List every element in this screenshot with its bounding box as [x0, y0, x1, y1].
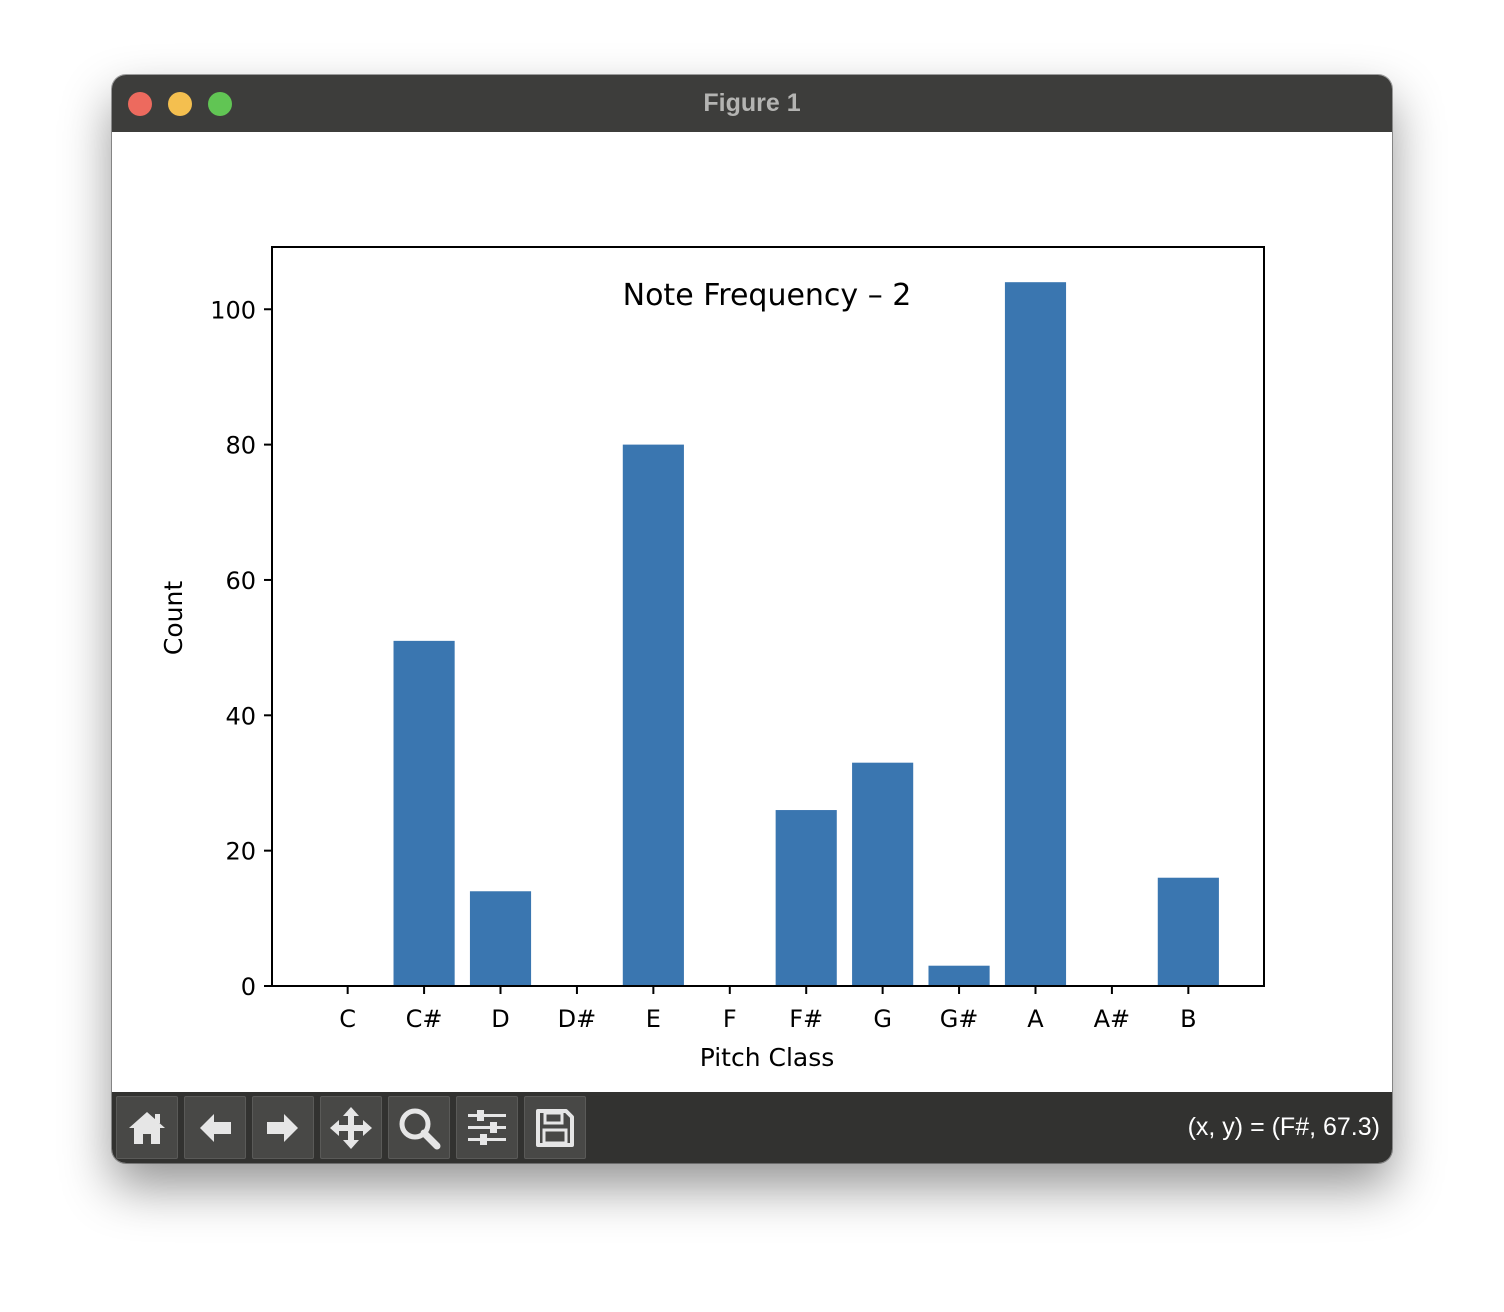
save-button[interactable]: [524, 1096, 586, 1159]
x-tick-label-g-sharp: G#: [940, 1005, 979, 1033]
floppy-disk-icon: [536, 1108, 574, 1147]
zoom-button[interactable]: [388, 1096, 450, 1159]
y-axis-label: Count: [159, 581, 188, 655]
title-bar: Figure 1: [112, 75, 1392, 133]
back-button[interactable]: [184, 1096, 246, 1159]
x-tick-label-b: B: [1180, 1005, 1196, 1033]
configure-subplots-button[interactable]: [456, 1096, 518, 1159]
sliders-icon: [468, 1109, 506, 1145]
x-tick-label-f-sharp: F#: [789, 1005, 823, 1033]
figure-canvas[interactable]: Note Frequency – 2 C C# D D# E F F# G G# A A# B 0 20…: [112, 132, 1392, 1092]
x-tick-label-a-sharp: A#: [1094, 1005, 1131, 1033]
arrow-right-icon: [267, 1113, 298, 1142]
chart-title: Note Frequency – 2: [623, 278, 912, 313]
figure-window: Figure 1 Note Frequency – 2 C C# D D# E F F# G G…: [112, 75, 1392, 1163]
x-tick-label-e: E: [646, 1005, 661, 1033]
pan-button[interactable]: [320, 1096, 382, 1159]
bar-d: [469, 891, 532, 986]
magnifier-icon: [399, 1108, 441, 1149]
x-tick-label-c-sharp: C#: [406, 1005, 443, 1033]
bar-g: [852, 762, 914, 986]
minimize-window-button[interactable]: [168, 92, 192, 116]
y-tick-label-60: 60: [225, 567, 256, 595]
x-tick-label-c: C: [339, 1005, 356, 1033]
x-tick-label-f: F: [723, 1005, 737, 1033]
y-tick-label-0: 0: [241, 973, 256, 1001]
x-tick-label-g: G: [873, 1005, 892, 1033]
y-tick-label-20: 20: [225, 838, 256, 866]
x-tick-label-d-sharp: D#: [558, 1005, 597, 1033]
arrow-left-icon: [200, 1113, 231, 1142]
maximize-window-button[interactable]: [208, 92, 232, 116]
bar-g-sharp: [928, 965, 990, 986]
move-icon: [330, 1106, 372, 1149]
x-tick-label-d: D: [491, 1005, 509, 1033]
bar-f-sharp: [775, 810, 837, 986]
plot-frame: [271, 246, 1265, 987]
y-tick-label-80: 80: [225, 432, 256, 460]
x-axis-label: Pitch Class: [700, 1043, 835, 1072]
home-button[interactable]: [116, 1096, 178, 1159]
window-title: Figure 1: [703, 89, 801, 117]
bar-a: [1004, 282, 1067, 986]
bar-e: [622, 444, 684, 986]
home-icon: [129, 1111, 165, 1144]
forward-button[interactable]: [252, 1096, 314, 1159]
bar-b: [1157, 877, 1219, 986]
y-tick-label-100: 100: [210, 296, 256, 324]
cursor-coordinates: (x, y) = (F#, 67.3): [1187, 1113, 1380, 1141]
bar-chart: Note Frequency – 2 C C# D D# E F F# G G# A A# B 0 20…: [159, 246, 1265, 1072]
x-tick-label-a: A: [1027, 1005, 1044, 1033]
close-window-button[interactable]: [128, 92, 152, 116]
navigation-toolbar: (x, y) = (F#, 67.3): [112, 1092, 1392, 1163]
y-tick-label-40: 40: [225, 702, 256, 730]
bar-c-sharp: [393, 640, 455, 986]
